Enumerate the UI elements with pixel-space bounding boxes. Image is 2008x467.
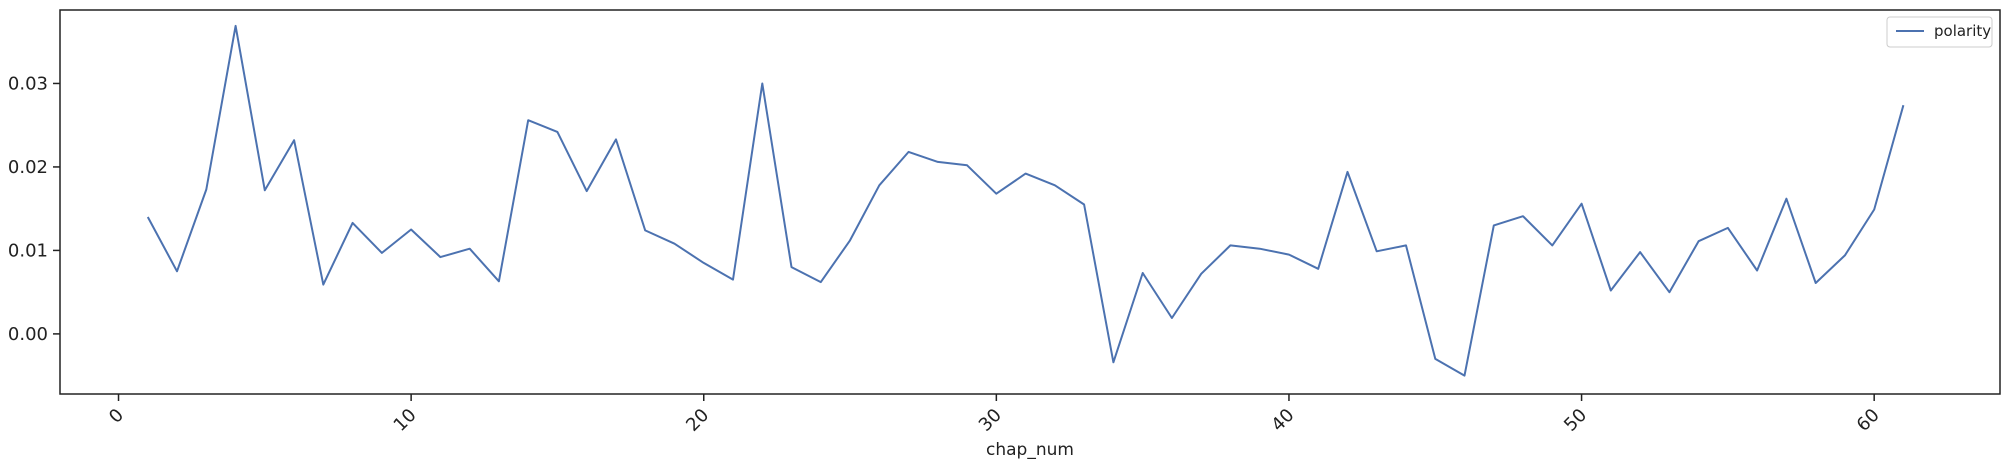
x-tick-label: 50 bbox=[1560, 405, 1591, 436]
y-tick-label: 0.01 bbox=[8, 240, 48, 261]
x-tick-label: 20 bbox=[682, 405, 713, 436]
x-axis: 0 10 20 30 40 50 60 bbox=[105, 394, 1884, 436]
y-tick-label: 0.02 bbox=[8, 157, 48, 178]
plot-area bbox=[59, 9, 2001, 395]
x-tick-label: 30 bbox=[975, 405, 1006, 436]
series-line-polarity bbox=[146, 24, 1905, 377]
x-tick-label: 40 bbox=[1267, 405, 1298, 436]
y-tick-label: 0.03 bbox=[8, 73, 48, 94]
x-tick-label: 60 bbox=[1853, 405, 1884, 436]
x-axis-label: chap_num bbox=[986, 440, 1074, 460]
legend: polarity bbox=[1886, 16, 1993, 48]
y-tick-label: 0.00 bbox=[8, 324, 48, 345]
y-axis: 0.00 0.01 0.02 0.03 bbox=[8, 73, 60, 345]
legend-box bbox=[1886, 16, 1993, 48]
x-tick-label: 0 bbox=[105, 405, 128, 428]
legend-label-polarity: polarity bbox=[1934, 22, 1991, 40]
x-tick-label: 10 bbox=[390, 405, 421, 436]
